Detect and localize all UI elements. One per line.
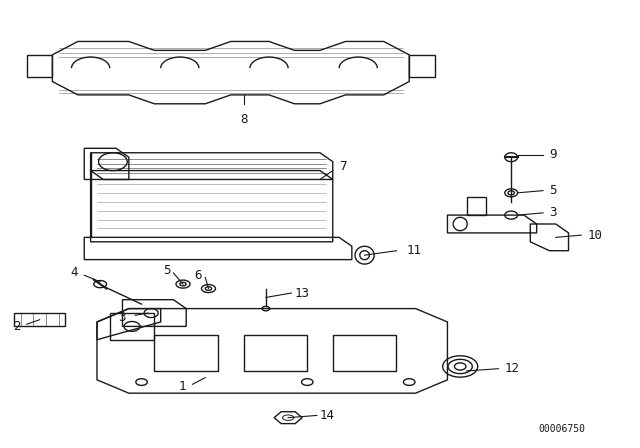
Text: 11: 11 <box>406 244 421 257</box>
Text: 5: 5 <box>549 184 557 197</box>
Text: 2: 2 <box>13 320 20 333</box>
Text: 13: 13 <box>294 287 310 300</box>
Text: 3: 3 <box>118 311 125 324</box>
Text: 5: 5 <box>163 264 170 277</box>
Text: 3: 3 <box>549 207 557 220</box>
Bar <box>244 335 307 371</box>
Bar <box>154 335 218 371</box>
Text: 6: 6 <box>195 269 202 282</box>
Text: 00006750: 00006750 <box>539 424 586 434</box>
Text: 10: 10 <box>588 228 603 241</box>
Text: 14: 14 <box>320 409 335 422</box>
Text: 4: 4 <box>70 267 78 280</box>
Text: 7: 7 <box>339 159 347 172</box>
Text: 8: 8 <box>240 113 247 126</box>
Text: 12: 12 <box>505 362 520 375</box>
Bar <box>333 335 396 371</box>
Text: 9: 9 <box>549 148 557 161</box>
Text: 1: 1 <box>179 380 186 393</box>
